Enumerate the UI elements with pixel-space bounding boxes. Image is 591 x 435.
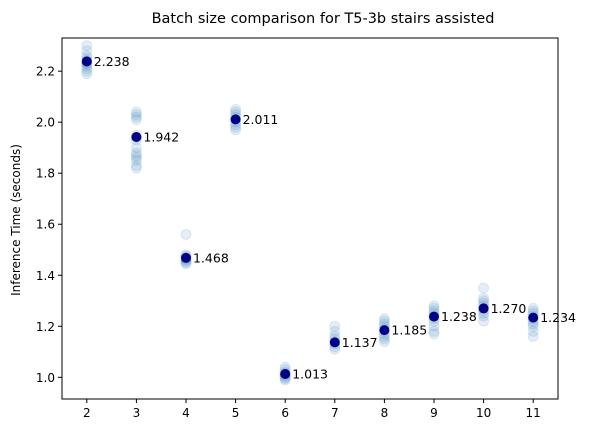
raw-point — [130, 160, 142, 172]
y-tick-label: 1.8 — [36, 167, 55, 181]
raw-points-group — [81, 40, 539, 386]
raw-point — [527, 330, 539, 342]
raw-point — [527, 325, 539, 337]
y-tick-label: 1.4 — [36, 269, 55, 283]
raw-point — [428, 325, 440, 337]
raw-point — [130, 147, 142, 159]
raw-point — [378, 313, 390, 325]
raw-point — [478, 282, 490, 294]
x-tick-label: 8 — [381, 406, 389, 420]
raw-point — [130, 142, 142, 154]
data-label: 1.185 — [391, 323, 427, 338]
raw-point — [130, 106, 142, 118]
x-tick-label: 2 — [83, 406, 91, 420]
mean-points-group — [81, 56, 539, 379]
x-tick-label: 7 — [331, 406, 339, 420]
raw-point — [130, 149, 142, 161]
mean-point — [478, 303, 489, 314]
raw-point — [478, 292, 490, 304]
y-tick-label: 2.2 — [36, 65, 55, 79]
data-label: 1.942 — [143, 129, 179, 144]
raw-point — [130, 111, 142, 123]
raw-point — [81, 45, 93, 57]
data-labels-group: 2.238 1.942 1.468 2.011 1.013 1.137 1.185 1.238… — [94, 54, 576, 382]
data-label: 1.137 — [342, 335, 378, 350]
mean-point — [181, 252, 191, 263]
y-tick-label: 1.2 — [36, 320, 55, 334]
data-label: 2.238 — [94, 54, 130, 69]
raw-point — [130, 114, 142, 126]
x-tick-label: 6 — [281, 406, 289, 420]
raw-point — [130, 109, 142, 121]
x-tick-label: 9 — [430, 406, 438, 420]
mean-point — [131, 131, 142, 142]
x-tick-label: 5 — [232, 406, 240, 420]
mean-point — [81, 56, 92, 67]
x-tick-label: 10 — [476, 406, 491, 420]
raw-point — [81, 68, 93, 80]
mean-point — [329, 337, 340, 348]
raw-point — [378, 336, 390, 348]
y-axis-label: Inference Time (seconds) — [9, 144, 23, 296]
x-tick-label: 3 — [133, 406, 141, 420]
raw-point — [230, 124, 242, 136]
raw-point — [478, 315, 490, 327]
y-tick-label: 1.6 — [36, 218, 55, 232]
mean-point — [280, 368, 291, 379]
raw-point — [81, 40, 93, 52]
y-tick-label: 1.0 — [36, 371, 55, 385]
mean-point — [379, 325, 390, 336]
data-label: 1.013 — [292, 366, 328, 381]
x-tick-label: 4 — [182, 406, 190, 420]
x-tick-label: 11 — [526, 406, 541, 420]
data-label: 1.238 — [441, 309, 477, 324]
raw-point — [428, 328, 440, 340]
raw-point — [329, 325, 341, 337]
raw-point — [130, 152, 142, 164]
raw-point — [180, 228, 192, 240]
raw-point — [329, 320, 341, 332]
mean-point — [230, 114, 241, 125]
mean-point — [429, 311, 439, 322]
data-label: 1.468 — [193, 250, 229, 265]
raw-point — [130, 154, 142, 166]
plot-frame — [61, 37, 559, 400]
x-axis-ticks: 2 3 4 5 6 7 8 9 10 11 — [83, 399, 541, 420]
data-label: 2.011 — [243, 112, 279, 127]
chart-title: Batch size comparison for T5-3b stairs a… — [152, 11, 495, 27]
raw-point — [130, 162, 142, 174]
y-tick-label: 2.0 — [36, 116, 55, 130]
data-label: 1.270 — [491, 301, 527, 316]
raw-point — [428, 300, 440, 312]
y-axis-ticks: 1.0 1.2 1.4 1.6 1.8 2.0 2.2 — [36, 65, 62, 385]
mean-point — [528, 312, 539, 323]
